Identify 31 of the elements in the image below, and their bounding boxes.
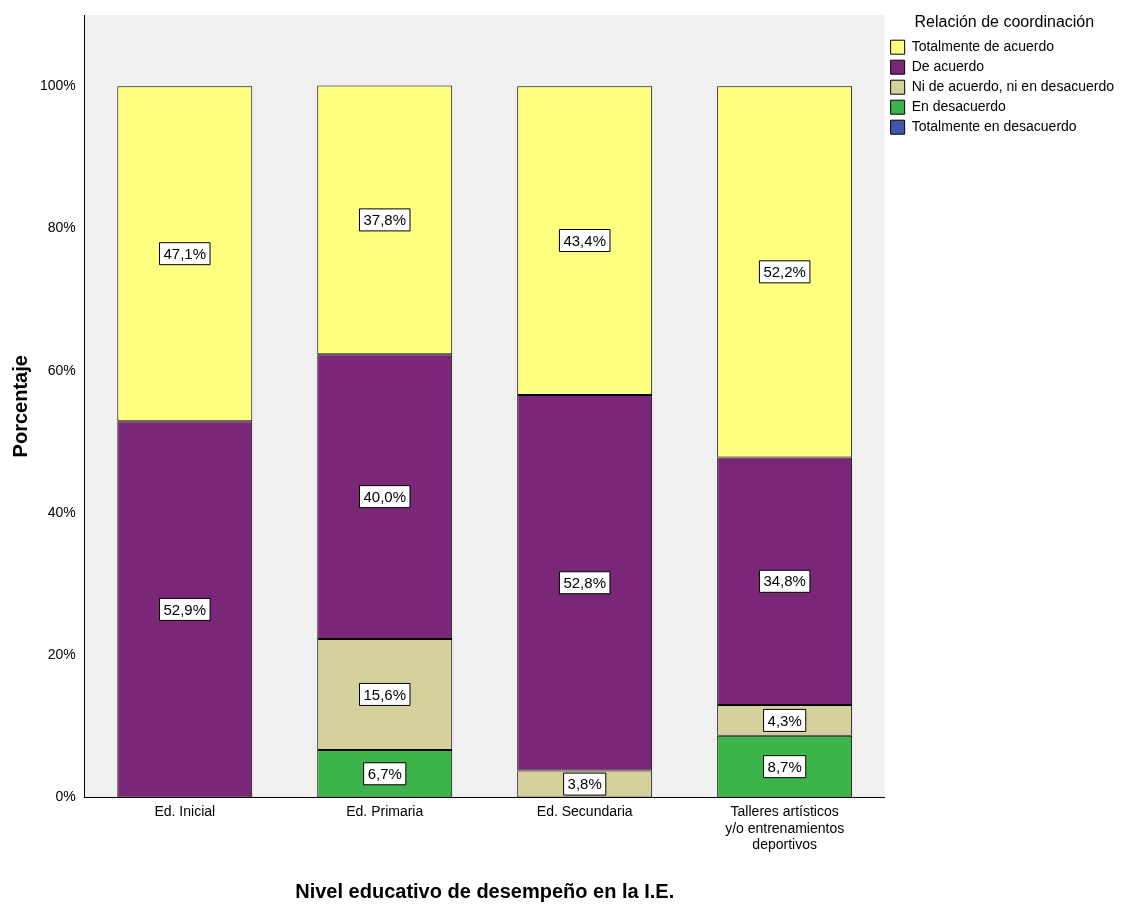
data-label: 37,8% <box>363 211 407 229</box>
data-label: 8,7% <box>767 757 802 775</box>
data-label: 6,7% <box>367 764 402 782</box>
legend-label: Totalmente de acuerdo <box>911 38 1055 55</box>
data-label: 52,8% <box>563 573 606 591</box>
y-tick-label: 60% <box>47 361 76 378</box>
legend-label: En desacuerdo <box>911 98 1007 115</box>
legend-label: Totalmente en desacuerdo <box>911 118 1077 135</box>
y-tick-label: 40% <box>47 503 76 520</box>
y-axis-title: Porcentaje <box>8 355 31 458</box>
legend-title: Relación de coordinación <box>914 13 1095 31</box>
legend-label: Ni de acuerdo, ni en desacuerdo <box>911 78 1115 95</box>
data-label: 47,1% <box>163 244 207 262</box>
x-axis-title: Nivel educativo de desempeño en la I.E. <box>295 879 675 902</box>
data-label: 52,2% <box>763 262 806 280</box>
x-tick-label: Talleres artísticos y/o entrenamientos deportivos <box>725 802 845 853</box>
data-label: 34,8% <box>763 572 806 590</box>
y-tick-label: 0% <box>55 788 76 805</box>
legend-label: De acuerdo <box>911 58 985 75</box>
y-tick-label: 20% <box>47 646 76 663</box>
y-tick-label: 100% <box>39 77 76 93</box>
data-label: 15,6% <box>363 685 407 703</box>
data-label: 52,9% <box>163 600 207 618</box>
data-label: 43,4% <box>563 231 606 249</box>
data-label: 3,8% <box>567 775 602 793</box>
x-tick-label: Ed. Primaria <box>346 802 424 819</box>
x-tick-label: Ed. Secundaria <box>536 802 633 819</box>
y-tick-label: 80% <box>47 219 76 236</box>
data-label: 4,3% <box>767 711 802 729</box>
data-label: 40,0% <box>363 487 407 505</box>
x-tick-label: Ed. Inicial <box>154 802 216 819</box>
